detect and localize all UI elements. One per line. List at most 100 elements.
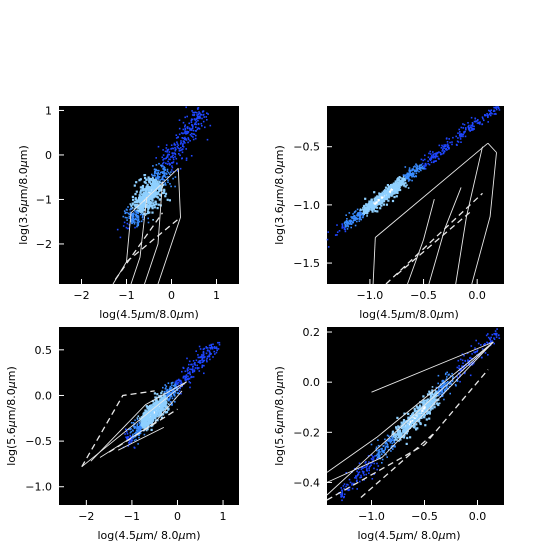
density-point [486,114,488,117]
model-grid-2 [81,381,187,468]
density-point [371,208,374,211]
density-point [469,357,471,359]
density-point [391,199,395,203]
density-point [385,445,387,448]
density-point [475,339,477,342]
density-point [440,383,442,385]
density-point [144,181,147,184]
density-point [345,214,347,216]
density-point [446,145,449,147]
density-point [148,404,152,408]
density-point [377,439,379,441]
density-point [442,148,444,150]
density-point [462,123,464,125]
density-point [381,449,383,452]
density-point [344,221,346,224]
density-point [478,121,480,124]
density-point [470,358,473,360]
density-point [430,392,434,395]
density-point [185,139,188,141]
density-point [208,351,211,353]
x-axis-title-2: log(4.5μm/ 8.0μm) [98,529,201,542]
y-ticks-1: −0.5−1.0−1.5 [293,141,332,270]
density-point [411,179,413,182]
density-point [440,390,442,392]
y-ticks-3: 0.20.0−0.2−0.4 [293,326,332,489]
density-point [137,219,139,221]
density-point [417,416,420,419]
density-point [172,170,175,173]
density-point [458,367,460,369]
density-point [481,116,484,118]
density-point [341,223,343,225]
density-point [416,169,419,172]
density-point [400,177,402,179]
density-point [177,170,179,172]
density-point [341,224,344,226]
density-point [136,430,139,432]
density-point [456,380,458,382]
density-point [162,165,164,167]
density-point [431,397,434,400]
density-point [166,390,169,393]
density-point [167,394,170,396]
density-point [429,402,432,405]
density-point [171,165,173,167]
density-point [440,147,443,149]
density-point [357,474,359,476]
density-point [495,336,498,338]
density-point [195,130,197,132]
density-point [370,462,372,464]
density-point [135,438,137,441]
density-point [190,363,192,366]
density-point [392,432,394,434]
density-point [364,462,367,464]
density-point [407,180,410,182]
density-point [414,415,417,418]
density-point [422,407,425,411]
y-tick-label: −1.5 [293,257,320,270]
density-point [138,417,141,419]
y-tick-label: −0.5 [25,435,52,448]
density-point [481,356,483,359]
density-point [135,181,138,184]
density-point [431,386,434,388]
density-point [179,154,181,157]
density-point [428,390,431,393]
density-point [402,429,405,433]
density-point [418,410,421,414]
density-point [150,404,153,407]
density-point [490,109,493,111]
density-point [189,134,192,136]
density-point [156,193,159,196]
density-point [381,191,384,194]
density-point [176,379,179,382]
density-point [186,130,188,133]
density-point [195,359,198,362]
density-point [128,215,131,218]
density-point [135,429,138,432]
density-point [150,418,154,421]
density-point [140,422,143,425]
density-point [358,214,360,217]
density-point [366,211,369,214]
density-point [172,154,174,156]
density-point [414,409,417,412]
density-point [360,476,363,478]
density-point [164,195,167,198]
density-point [191,127,194,130]
density-point [435,155,438,158]
model-line-dashed [126,216,181,263]
density-point [127,428,130,431]
density-point [460,370,462,372]
density-point [194,137,197,140]
density-point [201,361,204,363]
density-point [158,176,161,178]
density-point [415,172,418,175]
density-point [356,214,358,216]
density-point [191,376,193,378]
density-point [341,492,344,495]
density-point [379,199,382,202]
density-point [149,190,152,193]
density-point [497,107,500,109]
